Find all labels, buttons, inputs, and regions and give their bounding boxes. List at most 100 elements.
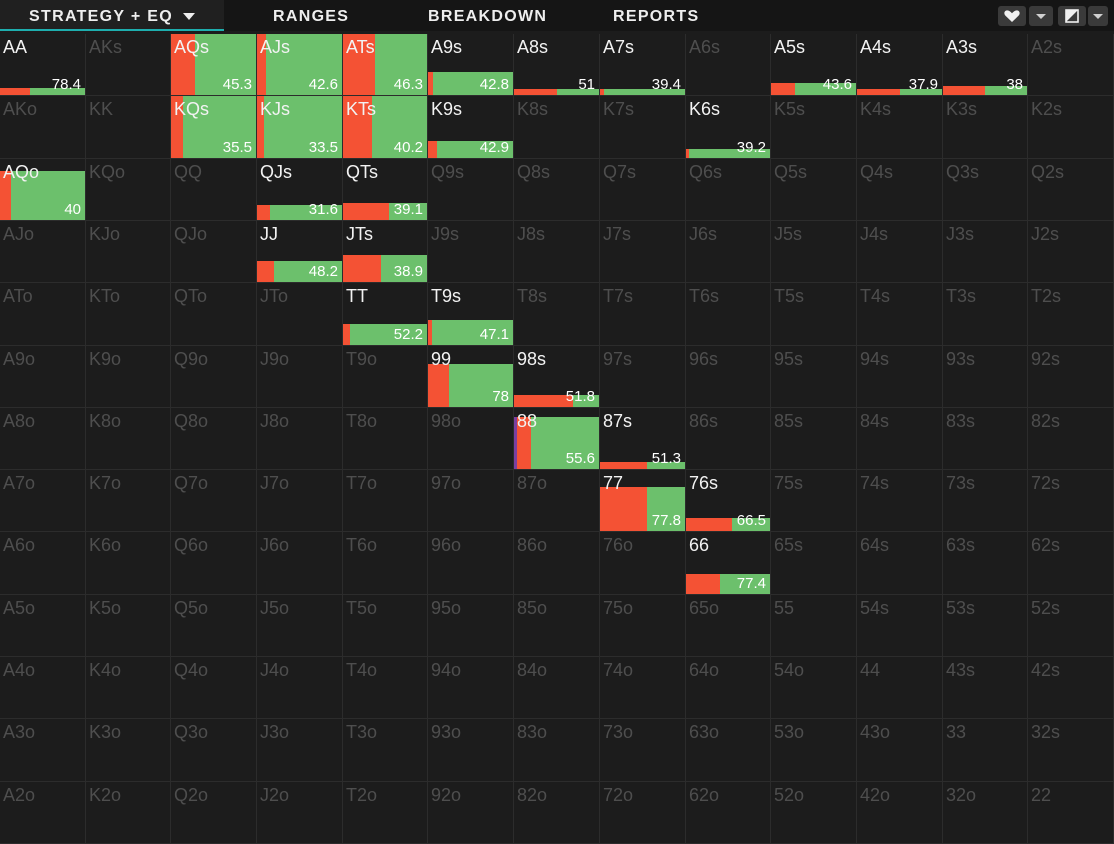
hand-cell-AKs[interactable]: AKs	[86, 34, 171, 96]
hand-cell-54o[interactable]: 54o	[771, 657, 857, 719]
hand-cell-55[interactable]: 55	[771, 595, 857, 657]
hand-cell-K7s[interactable]: K7s	[600, 96, 686, 159]
hand-cell-K7o[interactable]: K7o	[86, 470, 171, 532]
hand-cell-72s[interactable]: 72s	[1028, 470, 1114, 532]
hand-cell-95o[interactable]: 95o	[428, 595, 514, 657]
hand-cell-96o[interactable]: 96o	[428, 532, 514, 595]
contrast-icon[interactable]	[1058, 6, 1086, 26]
hand-cell-A6s[interactable]: A6s	[686, 34, 771, 96]
hand-cell-73s[interactable]: 73s	[943, 470, 1028, 532]
hand-cell-KJs[interactable]: 33.5 KJs	[257, 96, 343, 159]
hand-cell-KTo[interactable]: KTo	[86, 283, 171, 346]
hand-cell-Q6o[interactable]: Q6o	[171, 532, 257, 595]
hand-cell-Q3s[interactable]: Q3s	[943, 159, 1028, 221]
hand-cell-J7o[interactable]: J7o	[257, 470, 343, 532]
hand-cell-K3o[interactable]: K3o	[86, 719, 171, 782]
hand-cell-J6o[interactable]: J6o	[257, 532, 343, 595]
hand-cell-54s[interactable]: 54s	[857, 595, 943, 657]
hand-cell-86o[interactable]: 86o	[514, 532, 600, 595]
hand-cell-42o[interactable]: 42o	[857, 782, 943, 844]
hand-cell-A7s[interactable]: 39.4 A7s	[600, 34, 686, 96]
hand-cell-82o[interactable]: 82o	[514, 782, 600, 844]
hand-cell-98s[interactable]: 51.8 98s	[514, 346, 600, 408]
hand-cell-T7o[interactable]: T7o	[343, 470, 428, 532]
hand-cell-AJs[interactable]: 42.6 AJs	[257, 34, 343, 96]
hand-cell-Q4s[interactable]: Q4s	[857, 159, 943, 221]
tab-reports[interactable]: REPORTS	[613, 8, 700, 25]
hand-cell-97o[interactable]: 97o	[428, 470, 514, 532]
hand-cell-T4o[interactable]: T4o	[343, 657, 428, 719]
hand-cell-A3s[interactable]: 38 A3s	[943, 34, 1028, 96]
hand-cell-K8s[interactable]: K8s	[514, 96, 600, 159]
hand-cell-76o[interactable]: 76o	[600, 532, 686, 595]
hand-cell-52s[interactable]: 52s	[1028, 595, 1114, 657]
hand-cell-QTs[interactable]: 39.1 QTs	[343, 159, 428, 221]
hand-cell-A2s[interactable]: A2s	[1028, 34, 1114, 96]
hand-cell-T5o[interactable]: T5o	[343, 595, 428, 657]
hand-cell-K2s[interactable]: K2s	[1028, 96, 1114, 159]
hand-cell-AQo[interactable]: 40 AQo	[0, 159, 86, 221]
hand-cell-K4s[interactable]: K4s	[857, 96, 943, 159]
hand-cell-KJo[interactable]: KJo	[86, 221, 171, 283]
hand-cell-92o[interactable]: 92o	[428, 782, 514, 844]
hand-cell-Q8o[interactable]: Q8o	[171, 408, 257, 470]
hand-cell-JJ[interactable]: 48.2 JJ	[257, 221, 343, 283]
hand-cell-J3s[interactable]: J3s	[943, 221, 1028, 283]
heart-icon[interactable]	[998, 6, 1026, 26]
hand-cell-A7o[interactable]: A7o	[0, 470, 86, 532]
hand-cell-A4o[interactable]: A4o	[0, 657, 86, 719]
hand-cell-88[interactable]: 55.6 88	[514, 408, 600, 470]
tab-ranges[interactable]: RANGES	[273, 8, 350, 25]
hand-cell-Q4o[interactable]: Q4o	[171, 657, 257, 719]
hand-cell-KTs[interactable]: 40.2 KTs	[343, 96, 428, 159]
hand-cell-K5s[interactable]: K5s	[771, 96, 857, 159]
hand-cell-K9o[interactable]: K9o	[86, 346, 171, 408]
hand-cell-33[interactable]: 33	[943, 719, 1028, 782]
hand-cell-K3s[interactable]: K3s	[943, 96, 1028, 159]
hand-cell-95s[interactable]: 95s	[771, 346, 857, 408]
hand-cell-83s[interactable]: 83s	[943, 408, 1028, 470]
hand-cell-32o[interactable]: 32o	[943, 782, 1028, 844]
hand-cell-74s[interactable]: 74s	[857, 470, 943, 532]
hand-cell-J9o[interactable]: J9o	[257, 346, 343, 408]
hand-cell-53o[interactable]: 53o	[771, 719, 857, 782]
hand-cell-63o[interactable]: 63o	[686, 719, 771, 782]
hand-cell-43s[interactable]: 43s	[943, 657, 1028, 719]
hand-cell-A8s[interactable]: 51 A8s	[514, 34, 600, 96]
hand-cell-A2o[interactable]: A2o	[0, 782, 86, 844]
hand-cell-J8s[interactable]: J8s	[514, 221, 600, 283]
hand-cell-93o[interactable]: 93o	[428, 719, 514, 782]
hand-cell-64s[interactable]: 64s	[857, 532, 943, 595]
hand-cell-74o[interactable]: 74o	[600, 657, 686, 719]
hand-cell-Q2o[interactable]: Q2o	[171, 782, 257, 844]
hand-cell-T8s[interactable]: T8s	[514, 283, 600, 346]
hand-cell-92s[interactable]: 92s	[1028, 346, 1114, 408]
hand-cell-T3o[interactable]: T3o	[343, 719, 428, 782]
hand-cell-76s[interactable]: 66.5 76s	[686, 470, 771, 532]
favorite-dropdown-button[interactable]	[1029, 6, 1053, 26]
hand-cell-83o[interactable]: 83o	[514, 719, 600, 782]
hand-cell-87o[interactable]: 87o	[514, 470, 600, 532]
hand-cell-98o[interactable]: 98o	[428, 408, 514, 470]
hand-cell-T9s[interactable]: 47.1 T9s	[428, 283, 514, 346]
hand-cell-AQs[interactable]: 45.3 AQs	[171, 34, 257, 96]
hand-cell-84o[interactable]: 84o	[514, 657, 600, 719]
hand-cell-T7s[interactable]: T7s	[600, 283, 686, 346]
hand-cell-Q9s[interactable]: Q9s	[428, 159, 514, 221]
hand-cell-A4s[interactable]: 37.9 A4s	[857, 34, 943, 96]
hand-cell-KQo[interactable]: KQo	[86, 159, 171, 221]
hand-cell-KQs[interactable]: 35.5 KQs	[171, 96, 257, 159]
hand-cell-93s[interactable]: 93s	[943, 346, 1028, 408]
hand-cell-K8o[interactable]: K8o	[86, 408, 171, 470]
hand-cell-J9s[interactable]: J9s	[428, 221, 514, 283]
hand-cell-96s[interactable]: 96s	[686, 346, 771, 408]
hand-cell-64o[interactable]: 64o	[686, 657, 771, 719]
hand-cell-65o[interactable]: 65o	[686, 595, 771, 657]
hand-cell-QJo[interactable]: QJo	[171, 221, 257, 283]
hand-cell-84s[interactable]: 84s	[857, 408, 943, 470]
hand-cell-TT[interactable]: 52.2 TT	[343, 283, 428, 346]
hand-cell-JTo[interactable]: JTo	[257, 283, 343, 346]
hand-cell-62s[interactable]: 62s	[1028, 532, 1114, 595]
hand-cell-A9o[interactable]: A9o	[0, 346, 86, 408]
hand-cell-J6s[interactable]: J6s	[686, 221, 771, 283]
